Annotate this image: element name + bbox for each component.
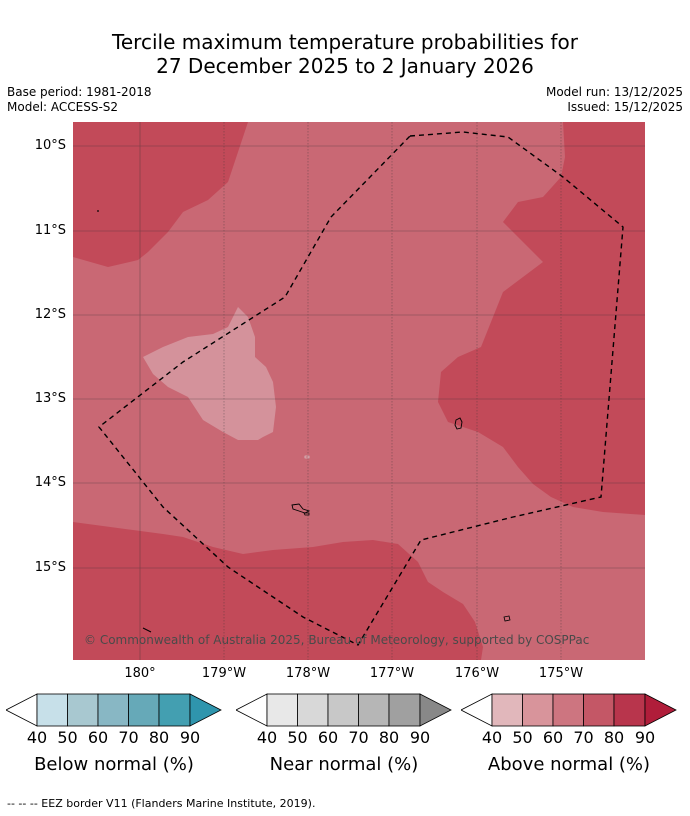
cbar-below-tick: 60 bbox=[87, 728, 109, 747]
lat-label-15s: 15°S bbox=[34, 560, 66, 575]
cbar-near-upper-arrow bbox=[419, 693, 452, 727]
cbar-above-tick: 40 bbox=[481, 728, 503, 747]
island-south bbox=[503, 615, 511, 622]
cbar-below-bin-60-70 bbox=[97, 693, 129, 727]
island-southwest bbox=[142, 627, 152, 633]
colorbar-below-normal bbox=[6, 693, 222, 727]
cbar-near-label: Near normal (%) bbox=[269, 754, 419, 775]
island-central-small bbox=[303, 512, 310, 516]
region-above-50-60 bbox=[143, 307, 276, 440]
base-period: Base period: 1981-2018 bbox=[7, 85, 152, 99]
cbar-above-bin-50-60 bbox=[522, 693, 554, 727]
lon-label-177w: 177°W bbox=[369, 666, 415, 681]
probability-map bbox=[73, 122, 645, 660]
cbar-near-bin-60-70 bbox=[327, 693, 359, 727]
region-above-70-80-south bbox=[73, 522, 483, 660]
cbar-below-tick: 90 bbox=[179, 728, 201, 747]
title-line-2: 27 December 2025 to 2 January 2026 bbox=[156, 54, 534, 78]
cbar-near-bin-40-50 bbox=[266, 693, 298, 727]
cbar-above-lower-arrow bbox=[461, 693, 493, 727]
model-run: Model run: 13/12/2025 bbox=[545, 85, 683, 99]
lon-label-178w: 178°W bbox=[285, 666, 331, 681]
lon-label-175w: 175°W bbox=[538, 666, 584, 681]
lon-label-179w: 179°W bbox=[201, 666, 247, 681]
island-reef bbox=[304, 455, 310, 459]
cbar-near-tick: 80 bbox=[378, 728, 400, 747]
cbar-near-lower-arrow bbox=[236, 693, 268, 727]
cbar-below-label: Below normal (%) bbox=[34, 754, 194, 775]
cbar-above-upper-arrow bbox=[644, 693, 677, 727]
cbar-below-lower-arrow bbox=[6, 693, 38, 727]
lat-label-11s: 11°S bbox=[34, 223, 66, 238]
model-name: Model: ACCESS-S2 bbox=[7, 100, 119, 114]
cbar-near-tick: 60 bbox=[317, 728, 339, 747]
cbar-above-label: Above normal (%) bbox=[487, 754, 651, 775]
cbar-near-bin-70-80 bbox=[358, 693, 390, 727]
copyright-notice: © Commonwealth of Australia 2025, Bureau… bbox=[84, 633, 590, 647]
cbar-below-bin-50-60 bbox=[67, 693, 99, 727]
cbar-below-tick: 40 bbox=[26, 728, 48, 747]
cbar-near-bin-80-90 bbox=[388, 693, 421, 727]
cbar-above-tick: 70 bbox=[573, 728, 594, 747]
colorbar-near-normal bbox=[236, 693, 452, 727]
cbar-above-bin-40-50 bbox=[491, 693, 523, 727]
cbar-near-tick: 40 bbox=[256, 728, 278, 747]
region-above-70-80-east bbox=[438, 122, 645, 515]
cbar-above-tick: 60 bbox=[542, 728, 564, 747]
cbar-below-upper-arrow bbox=[189, 693, 222, 727]
cbar-above-tick: 80 bbox=[603, 728, 625, 747]
lat-label-13s: 13°S bbox=[34, 391, 66, 406]
cbar-below-tick: 80 bbox=[148, 728, 170, 747]
issued-date: Issued: 15/12/2025 bbox=[567, 100, 683, 114]
island-northwest bbox=[97, 210, 99, 212]
colorbar-above-normal bbox=[461, 693, 677, 727]
cbar-above-bin-80-90 bbox=[613, 693, 646, 727]
graticule bbox=[73, 122, 645, 660]
lat-label-14s: 14°S bbox=[34, 475, 66, 490]
cbar-below-bin-80-90 bbox=[158, 693, 191, 727]
eez-border bbox=[98, 131, 624, 646]
title-line-1: Tercile maximum temperature probabilitie… bbox=[112, 30, 578, 54]
lat-label-12s: 12°S bbox=[34, 307, 66, 322]
cbar-above-bin-60-70 bbox=[552, 693, 584, 727]
lat-label-10s: 10°S bbox=[34, 138, 66, 153]
cbar-below-bin-40-50 bbox=[36, 693, 68, 727]
cbar-near-tick: 70 bbox=[348, 728, 369, 747]
cbar-above-tick: 50 bbox=[512, 728, 533, 747]
cbar-near-tick: 90 bbox=[409, 728, 431, 747]
cbar-above-tick: 90 bbox=[634, 728, 656, 747]
cbar-near-bin-50-60 bbox=[297, 693, 329, 727]
island-east bbox=[454, 417, 463, 430]
island-central bbox=[291, 503, 311, 514]
cbar-below-bin-70-80 bbox=[128, 693, 160, 727]
cbar-above-bin-70-80 bbox=[583, 693, 615, 727]
eez-footnote: -- -- -- EEZ border V11 (Flanders Marine… bbox=[7, 797, 316, 810]
cbar-below-tick: 70 bbox=[118, 728, 139, 747]
lon-label-180: 180° bbox=[124, 666, 156, 681]
cbar-near-tick: 50 bbox=[287, 728, 308, 747]
lon-label-176w: 176°W bbox=[454, 666, 500, 681]
cbar-below-tick: 50 bbox=[57, 728, 78, 747]
meta-right: Model run: 13/12/2025 Issued: 15/12/2025 bbox=[546, 85, 683, 115]
meta-left: Base period: 1981-2018 Model: ACCESS-S2 bbox=[7, 85, 152, 115]
